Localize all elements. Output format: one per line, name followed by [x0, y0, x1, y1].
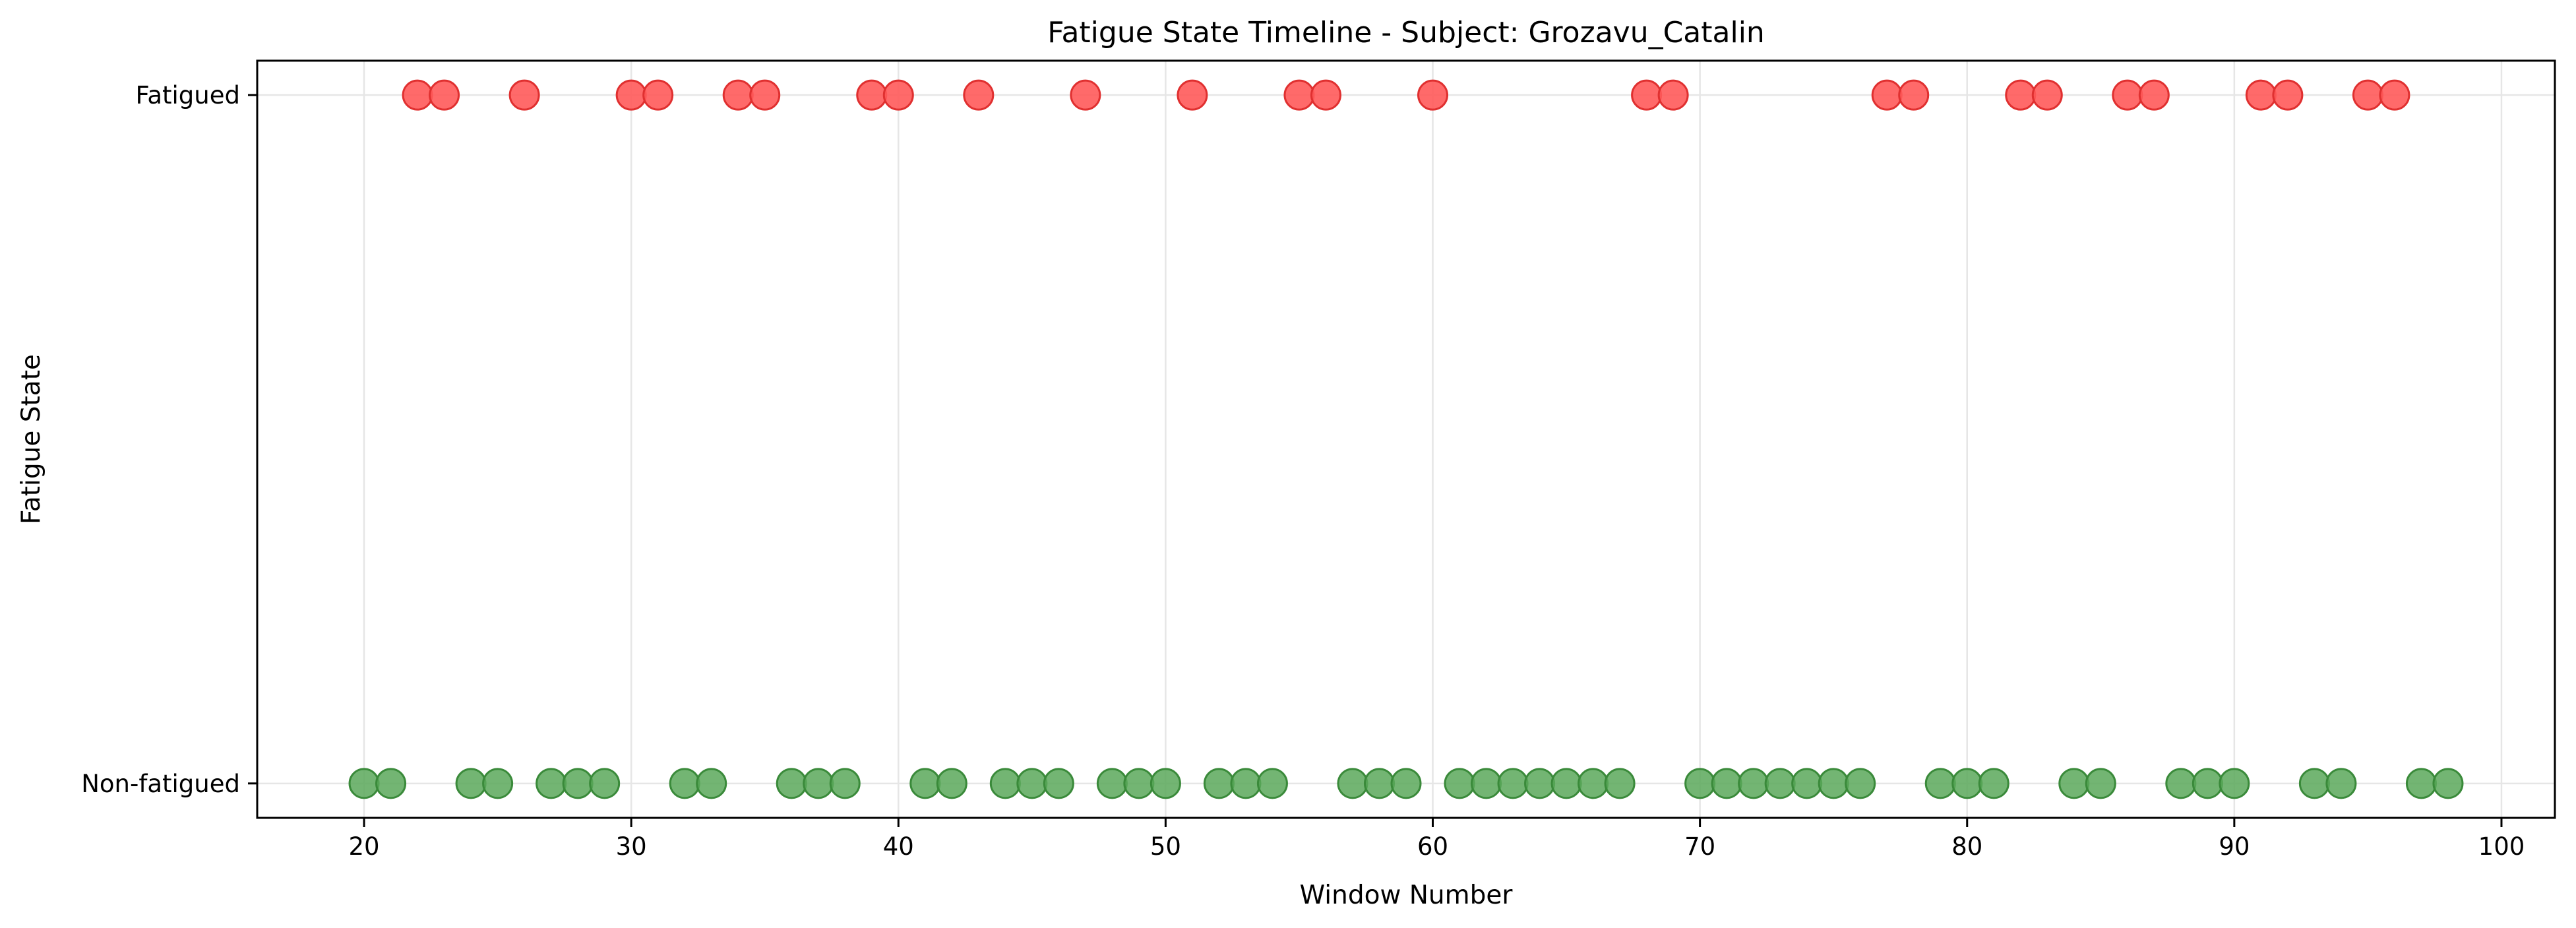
non-fatigued-point	[2058, 768, 2090, 799]
non-fatigued-point	[1578, 768, 1609, 799]
x-tick-label: 20	[348, 832, 379, 861]
non-fatigued-point	[1150, 768, 1181, 799]
non-fatigued-point	[1390, 768, 1422, 799]
fatigued-point	[2272, 79, 2304, 111]
non-fatigued-point	[2298, 768, 2330, 799]
x-tick-label: 70	[1684, 832, 1715, 861]
fatigued-point	[1177, 79, 1208, 111]
fatigued-point	[963, 79, 995, 111]
non-fatigued-point	[2325, 768, 2357, 799]
fatigued-point	[1631, 79, 1663, 111]
non-fatigued-point	[1550, 768, 1582, 799]
non-fatigued-point	[1818, 768, 1849, 799]
non-fatigued-point	[375, 768, 407, 799]
x-tick-label: 80	[1951, 832, 1982, 861]
non-fatigued-point	[2219, 768, 2250, 799]
fatigued-point	[1070, 79, 1101, 111]
fatigued-point	[642, 79, 674, 111]
non-fatigued-point	[669, 768, 700, 799]
non-fatigued-point	[1096, 768, 1128, 799]
non-fatigued-point	[696, 768, 727, 799]
non-fatigued-point	[1363, 768, 1395, 799]
fatigued-point	[2005, 79, 2037, 111]
x-tick-label: 50	[1150, 832, 1181, 861]
non-fatigued-point	[2432, 768, 2464, 799]
x-tick-label: 100	[2478, 832, 2525, 861]
non-fatigued-point	[1203, 768, 1235, 799]
fatigued-point	[1871, 79, 1903, 111]
x-axis-label: Window Number	[1300, 881, 1514, 910]
non-fatigued-point	[1497, 768, 1529, 799]
y-tick-label: Non-fatigued	[81, 770, 240, 798]
x-tick-label: 90	[2219, 832, 2250, 861]
non-fatigued-point	[1738, 768, 1769, 799]
x-tick-label: 30	[616, 832, 647, 861]
fatigued-point	[2379, 79, 2410, 111]
non-fatigued-point	[1444, 768, 1475, 799]
non-fatigued-point	[1978, 768, 2009, 799]
fatigued-point	[508, 79, 540, 111]
fatigued-point	[1283, 79, 1315, 111]
non-fatigued-point	[2405, 768, 2437, 799]
non-fatigued-point	[1043, 768, 1074, 799]
non-fatigued-point	[2085, 768, 2116, 799]
non-fatigued-point	[989, 768, 1021, 799]
non-fatigued-point	[1604, 768, 1636, 799]
non-fatigued-point	[482, 768, 514, 799]
non-fatigued-point	[1924, 768, 1956, 799]
x-axis-ticks: 20 30 40 50 60 70 80 90 100	[348, 818, 2525, 861]
non-fatigued-point	[1524, 768, 1556, 799]
grid-lines	[257, 61, 2555, 818]
non-fatigued-point	[776, 768, 807, 799]
non-fatigued-point	[1471, 768, 1502, 799]
x-tick-label: 40	[883, 832, 914, 861]
non-fatigued-point	[1951, 768, 1983, 799]
fatigued-point	[882, 79, 914, 111]
non-fatigued-point	[1764, 768, 1796, 799]
non-fatigued-point	[455, 768, 487, 799]
non-fatigued-point	[1845, 768, 1876, 799]
non-fatigued-point	[1337, 768, 1368, 799]
plot-frame	[256, 59, 2556, 819]
fatigued-point	[1417, 79, 1449, 111]
fatigued-point	[2352, 79, 2383, 111]
fatigued-point	[2245, 79, 2277, 111]
x-tick-label: 60	[1417, 832, 1448, 861]
fatigued-point	[749, 79, 781, 111]
non-fatigued-point	[589, 768, 621, 799]
fatigued-point	[1898, 79, 1930, 111]
non-fatigued-point	[1256, 768, 1288, 799]
non-fatigued-point	[1123, 768, 1155, 799]
non-fatigued-point	[562, 768, 594, 799]
non-fatigued-point	[803, 768, 834, 799]
non-fatigued-point	[1684, 768, 1716, 799]
non-fatigued-point	[536, 768, 567, 799]
y-tick-label: Fatigued	[135, 81, 240, 109]
y-axis-ticks: Non-fatigued Fatigued	[81, 81, 257, 798]
non-fatigued-point	[1711, 768, 1742, 799]
fatigued-point	[615, 79, 647, 111]
fatigued-point	[722, 79, 754, 111]
non-fatigued-point	[829, 768, 861, 799]
fatigued-point	[856, 79, 888, 111]
non-fatigued-point	[1230, 768, 1262, 799]
non-fatigued-point	[2192, 768, 2223, 799]
fatigued-point	[2138, 79, 2170, 111]
y-axis-label: Fatigue State	[16, 354, 46, 524]
non-fatigued-point	[936, 768, 967, 799]
chart-title: Fatigue State Timeline - Subject: Grozav…	[1047, 16, 1765, 49]
non-fatigued-point	[2165, 768, 2197, 799]
non-fatigued-point	[348, 768, 380, 799]
non-fatigued-point	[1791, 768, 1823, 799]
non-fatigued-point	[909, 768, 941, 799]
data-points	[348, 79, 2464, 799]
fatigued-point	[429, 79, 460, 111]
fatigued-point	[1657, 79, 1689, 111]
fatigued-point	[1310, 79, 1341, 111]
fatigued-point	[402, 79, 433, 111]
fatigued-point	[2112, 79, 2143, 111]
fatigued-point	[2031, 79, 2063, 111]
non-fatigued-point	[1016, 768, 1048, 799]
